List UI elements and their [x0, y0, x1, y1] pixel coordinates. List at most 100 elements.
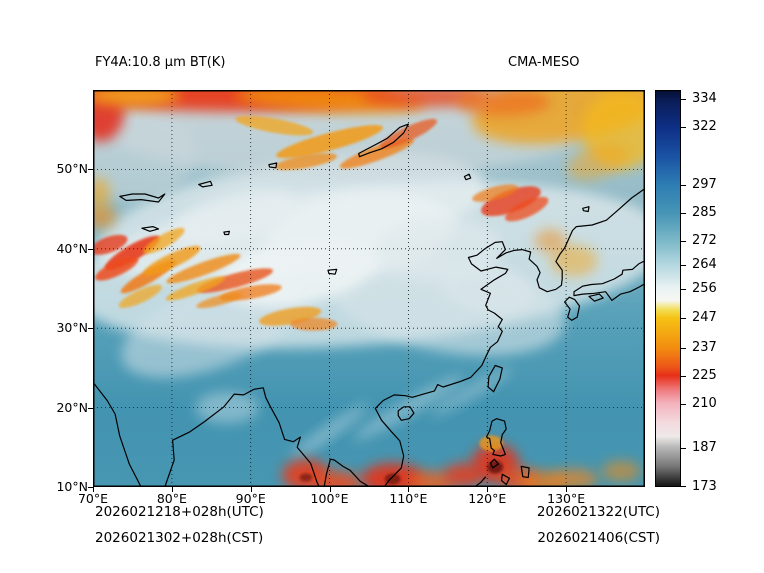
valid-time-cst: 2026021406(CST): [537, 530, 660, 546]
init-time-block: 2026021218+028h(UTC) 2026021302+028h(CST…: [95, 499, 264, 551]
x-axis-tickmark: [329, 487, 331, 492]
colorbar-tickmark: [681, 126, 686, 128]
cloud-feature: [235, 115, 314, 136]
colorbar-tick-label: 187: [692, 439, 717, 455]
cloud-feature: [440, 263, 535, 314]
colorbar-tickmark: [681, 289, 686, 291]
hainan-island: [397, 406, 415, 421]
colorbar-tickmark: [681, 375, 686, 377]
cloud-feature: [299, 473, 313, 482]
x-axis-tick-label: 90°E: [235, 491, 266, 506]
shikoku-island: [588, 293, 604, 302]
seasia-china-korea-russia-coast: [323, 188, 645, 487]
colorbar-tick-label: 256: [692, 281, 717, 297]
valid-time-utc: 2026021322(UTC): [536, 504, 660, 520]
x-axis-tick-label: 120°E: [468, 491, 507, 506]
y-axis-tick-label: 10°N: [56, 479, 88, 494]
colorbar-tick-label: 297: [692, 177, 717, 193]
cloud-feature: [93, 90, 180, 107]
honshu-island: [573, 260, 645, 301]
cloud-feature: [143, 245, 201, 276]
colorbar-tickmark: [681, 241, 686, 243]
colorbar-tick-label: 334: [692, 90, 717, 106]
y-axis-tickmark: [88, 169, 93, 171]
y-axis-tick-label: 40°N: [56, 240, 88, 256]
colorbar-tickmark: [681, 185, 686, 187]
colorbar-tickmark: [681, 98, 686, 100]
y-axis-tick-label: 30°N: [56, 320, 88, 336]
colorbar-tickmark: [681, 213, 686, 215]
kyushu-island: [564, 296, 581, 321]
x-axis-tick-label: 110°E: [389, 491, 428, 506]
cloud-feature: [455, 90, 551, 117]
palawan-island: [474, 476, 487, 487]
colorbar-tick-label: 173: [692, 479, 717, 494]
lake-zaysan: [198, 180, 213, 188]
colorbar-tickmark: [681, 404, 686, 406]
lake-issyk-kul: [141, 226, 160, 232]
cloud-feature: [534, 229, 567, 253]
samar-island: [520, 465, 530, 479]
colorbar-tickmark: [681, 486, 686, 487]
cloud-feature: [601, 460, 641, 482]
cloud-feature: [165, 276, 226, 301]
cloud-feature: [567, 143, 628, 180]
lake-bosten: [223, 230, 230, 236]
cloud-feature: [384, 473, 401, 485]
x-axis-tickmark: [171, 487, 173, 492]
cloud-feature: [353, 375, 464, 440]
lake-balkhash: [119, 193, 166, 203]
cloud-feature: [93, 205, 117, 229]
cloud-feature: [143, 227, 185, 254]
cloud-feature: [550, 244, 598, 277]
colorbar-tick-label: 247: [692, 310, 717, 326]
model-title: CMA-MESO: [508, 55, 580, 70]
luzon-island: [485, 418, 507, 457]
cloud-feature: [430, 367, 513, 416]
colorbar-tick-label: 264: [692, 257, 717, 273]
plot-title: FY4A:10.8 μm BT(K): [95, 55, 226, 70]
cloud-feature: [259, 306, 322, 326]
x-axis-tick-label: 70°E: [77, 491, 109, 506]
x-axis-tickmark: [93, 487, 94, 492]
colorbar-tickmark: [681, 348, 686, 350]
cloud-feature: [276, 125, 383, 159]
colorbar-tickmark: [681, 318, 686, 320]
cloud-feature: [481, 186, 541, 217]
cloud-feature: [550, 468, 598, 487]
cloud-feature: [196, 268, 274, 293]
cloud-feature: [196, 292, 243, 309]
latlon-grid-layer: [93, 90, 645, 487]
colorbar: [655, 90, 681, 487]
x-axis-tick-label: 100°E: [310, 491, 349, 506]
cloud-feature: [479, 435, 504, 452]
panay-island: [500, 473, 510, 486]
x-axis-tickmark: [487, 487, 489, 492]
x-axis-tick-label: 80°E: [156, 491, 187, 506]
cloud-feature: [290, 317, 338, 331]
plot-frame: [93, 90, 645, 487]
cloud-feature: [93, 234, 128, 255]
map-plot: [93, 90, 645, 487]
cloud-feature: [173, 188, 297, 246]
cloud-feature: [195, 391, 259, 424]
y-axis-tickmark: [88, 248, 93, 250]
valid-time-block: 2026021322(UTC) 2026021406(CST): [537, 499, 660, 551]
y-axis-tick-label: 50°N: [56, 161, 88, 177]
cloud-feature: [361, 90, 488, 108]
colorbar-tickmark: [681, 265, 686, 267]
colorbar-tick-label: 322: [692, 118, 717, 134]
y-axis-tickmark: [88, 407, 93, 409]
x-axis-tick-label: 130°E: [547, 491, 586, 506]
y-axis-tickmark: [88, 328, 93, 330]
colorbar-tick-label: 225: [692, 367, 717, 383]
cloud-feature: [118, 284, 162, 308]
colorbar-tickmark: [681, 447, 686, 449]
colorbar-tick-label: 285: [692, 205, 717, 221]
cloud-feature: [290, 403, 369, 460]
cloud-feature: [93, 177, 111, 210]
cloud-feature: [504, 196, 549, 222]
cloud-feature: [472, 184, 519, 202]
init-time-utc: 2026021218+028h(UTC): [95, 504, 264, 520]
